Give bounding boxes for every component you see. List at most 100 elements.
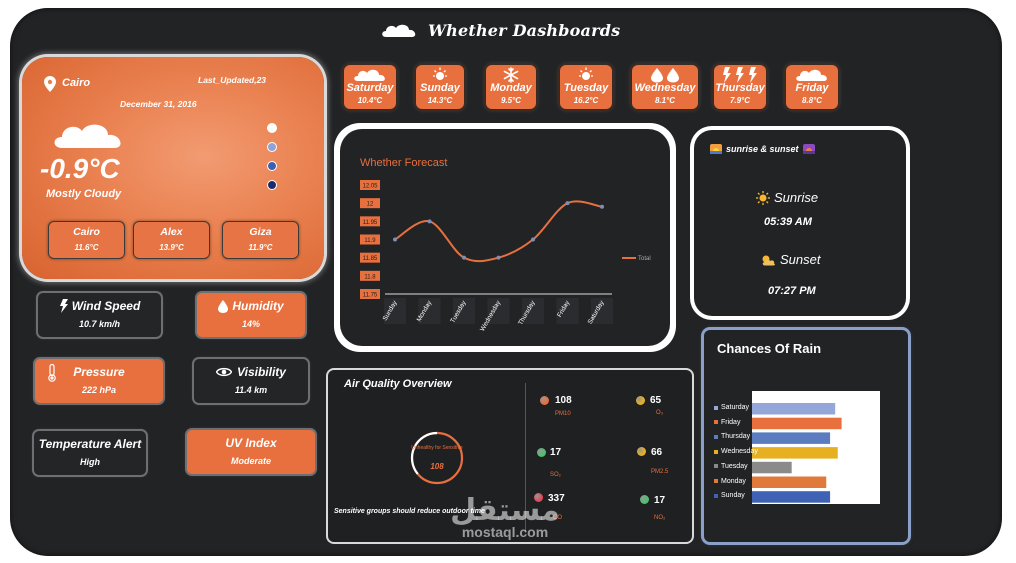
visibility-card[interactable]: Visibility 11.4 km [194, 359, 308, 403]
weather-condition: Mostly Cloudy [46, 188, 122, 200]
current-temperature: -0.9°C [40, 153, 120, 184]
rain-category-label: Wednesday [714, 448, 758, 455]
stat-label: UV Index [225, 436, 277, 450]
legend-label: Total [638, 256, 651, 262]
header: Whether Dashboards [380, 18, 620, 42]
pollutant-value: 108 [555, 395, 572, 406]
y-tick-label: 12 [367, 202, 374, 208]
cloud-icon [796, 69, 827, 81]
aqi-gauge [410, 431, 464, 485]
wind-speed-card[interactable]: Wind Speed 10.7 km/h [38, 293, 161, 337]
water-drop-icon [218, 299, 229, 313]
day-card-monday[interactable]: Monday 9.5°C [486, 65, 536, 109]
day-name: Friday [795, 82, 829, 94]
pollutant-dot-icon [537, 448, 546, 457]
rain-bar [752, 447, 838, 459]
pollutant-name: CO [553, 515, 562, 521]
pollutant-name: NO₂ [654, 515, 666, 521]
day-name: Monday [490, 82, 532, 94]
legend-text: Friday [721, 418, 741, 426]
x-tick-bg [487, 298, 510, 324]
rain-bar [752, 491, 831, 503]
x-tick-bg [384, 298, 406, 324]
data-point [393, 237, 397, 242]
y-tick-bg [360, 216, 380, 227]
y-tick-bg [360, 198, 380, 209]
pollutant-value: 337 [548, 493, 565, 504]
day-card-friday[interactable]: Friday 8.8°C [786, 65, 838, 109]
rain-bar [752, 476, 827, 488]
uv-index-card[interactable]: UV Index Moderate [187, 430, 315, 474]
snowflake-icon [503, 67, 519, 83]
cloud-icon [382, 24, 416, 37]
pollutant-dot-icon [540, 396, 549, 405]
theme-dot[interactable] [267, 180, 277, 190]
y-tick-label: 11.85 [363, 256, 378, 262]
air-quality-panel: Air Quality Overview Unhealthy for Sensi… [328, 370, 692, 542]
rain-category-label: Monday [714, 478, 746, 485]
day-card-saturday[interactable]: Saturday 10.4°C [344, 65, 396, 109]
day-card-wednesday[interactable]: Wednesday 8.1°C [632, 65, 698, 109]
y-tick-label: 11.9 [364, 238, 376, 244]
humidity-card[interactable]: Humidity 14% [197, 293, 305, 337]
day-name: Wednesday [634, 82, 696, 94]
sunset-emoji-icon [802, 144, 815, 154]
pollutant-dot-icon [636, 396, 645, 405]
data-point [565, 201, 570, 206]
city-name: Alex [160, 226, 183, 238]
rain-bar [752, 417, 842, 430]
legend-swatch [714, 405, 718, 410]
city-temp: 11.6°C [74, 243, 99, 252]
theme-dot[interactable] [267, 161, 277, 171]
day-card-tuesday[interactable]: Tuesday 16.2°C [560, 65, 612, 109]
day-temp: 10.4°C [357, 96, 383, 105]
lightning-icon [723, 67, 757, 83]
pollutant-value: 66 [651, 447, 663, 458]
theme-dot[interactable] [267, 123, 277, 133]
rain-category-label: Sunday [714, 492, 745, 499]
watermark-latin: mostaql.com [461, 524, 549, 540]
y-tick-bg [360, 252, 380, 263]
stat-value: 14% [241, 319, 260, 329]
location-pin-icon [44, 76, 56, 92]
day-card-sunday[interactable]: Sunday 14.3°C [416, 65, 464, 109]
sun-title-row: sunrise & sunset [710, 144, 815, 154]
sun-icon [756, 190, 770, 205]
current-city: Cairo [62, 77, 91, 89]
day-name: Saturday [346, 82, 394, 94]
city-name: Cairo [73, 226, 100, 238]
city-card-alex[interactable]: Alex 13.9°C [133, 221, 210, 259]
legend-text: Sunday [721, 492, 745, 500]
day-temp: 8.1°C [654, 96, 676, 105]
lightning-icon [59, 299, 68, 313]
pollutant-dot-icon [640, 495, 649, 504]
data-point [427, 219, 432, 224]
aqi-note: Sensitive groups should reduce outdoor t… [334, 508, 485, 515]
data-point [462, 255, 466, 260]
day-temp: 14.3°C [427, 96, 453, 105]
sunrise-time: 05:39 AM [764, 216, 812, 228]
day-name: Sunday [420, 82, 460, 94]
rain-category-label: Saturday [714, 404, 749, 411]
day-name: Thursday [715, 82, 765, 94]
current-weather-card: Cairo Last_Updated,23 December 31, 2016 … [22, 57, 324, 279]
sun-panel: sunrise & sunset Sunrise 05:39 AM Sunset… [690, 126, 910, 320]
pressure-card[interactable]: Pressure 222 hPa [35, 359, 163, 403]
pollutant-name: PM2.5 [651, 469, 669, 475]
data-point [600, 204, 604, 209]
temperature-alert-card[interactable]: Temperature Alert High [34, 431, 146, 475]
legend-swatch [714, 420, 718, 425]
rain-bar [752, 461, 792, 474]
day-card-thursday[interactable]: Thursday 7.9°C [714, 65, 766, 109]
eye-icon [216, 367, 233, 377]
day-temp: 9.5°C [500, 96, 522, 105]
pollutant-value: 17 [550, 447, 562, 458]
rain-category-label: Thursday [714, 433, 750, 440]
city-card-cairo[interactable]: Cairo 11.6°C [48, 221, 125, 259]
pollutant-name: O₃ [656, 410, 664, 416]
theme-dot[interactable] [267, 142, 277, 152]
city-temp: 11.9°C [248, 243, 273, 252]
city-card-giza[interactable]: Giza 11.9°C [222, 221, 299, 259]
stat-label: Humidity [232, 299, 284, 313]
divider [525, 383, 526, 533]
